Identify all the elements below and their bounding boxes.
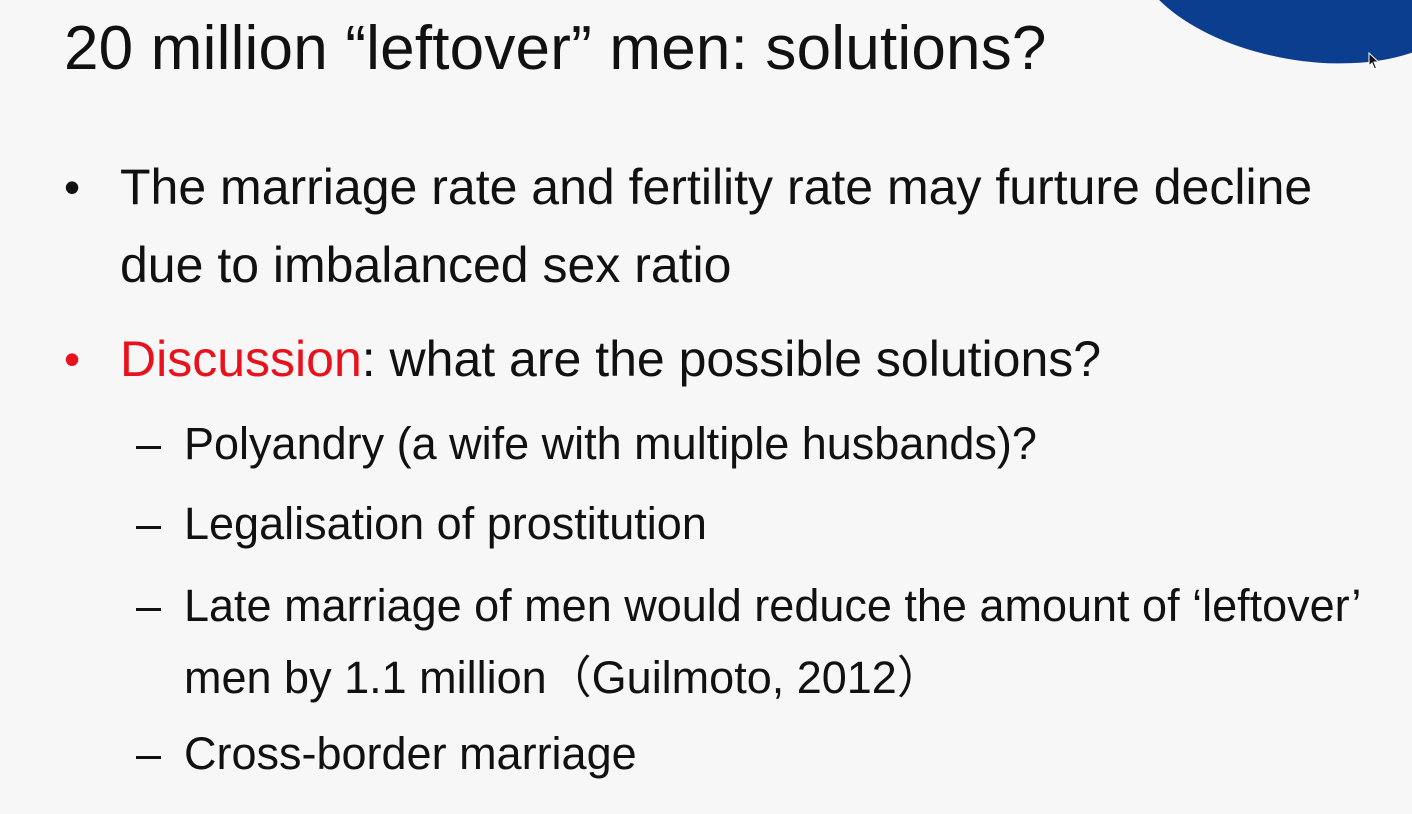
- bullet-item: • Discussion: what are the possible solu…: [64, 320, 1380, 398]
- sub-item-text: Cross-border marriage: [184, 728, 637, 779]
- dash-marker: –: [136, 498, 162, 549]
- bullet-marker: •: [64, 161, 81, 213]
- mouse-pointer-icon: [1368, 52, 1380, 70]
- bullet-text: : what are the possible solutions?: [361, 331, 1102, 387]
- sub-item-text: Late marriage of men would reduce the am…: [184, 580, 1360, 703]
- dash-marker: –: [136, 580, 162, 631]
- sub-item-text: Legalisation of prostitution: [184, 498, 707, 549]
- sub-item: – Polyandry (a wife with multiple husban…: [136, 408, 1037, 480]
- sub-item-text: Polyandry (a wife with multiple husbands…: [184, 418, 1037, 469]
- sub-item: – Late marriage of men would reduce the …: [136, 570, 1384, 714]
- dash-marker: –: [136, 418, 162, 469]
- slide-title: 20 million “leftover” men: solutions?: [64, 14, 1047, 83]
- sub-item: – Legalisation of prostitution: [136, 488, 707, 560]
- bullet-text: The marriage rate and fertility rate may…: [120, 159, 1313, 293]
- dash-marker: –: [136, 728, 162, 779]
- sub-item: – Cross-border marriage: [136, 718, 637, 790]
- highlight-text: Discussion: [120, 331, 362, 387]
- bullet-marker: •: [64, 333, 81, 385]
- bullet-item: • The marriage rate and fertility rate m…: [64, 148, 1380, 304]
- corner-decoration: [1118, 0, 1412, 89]
